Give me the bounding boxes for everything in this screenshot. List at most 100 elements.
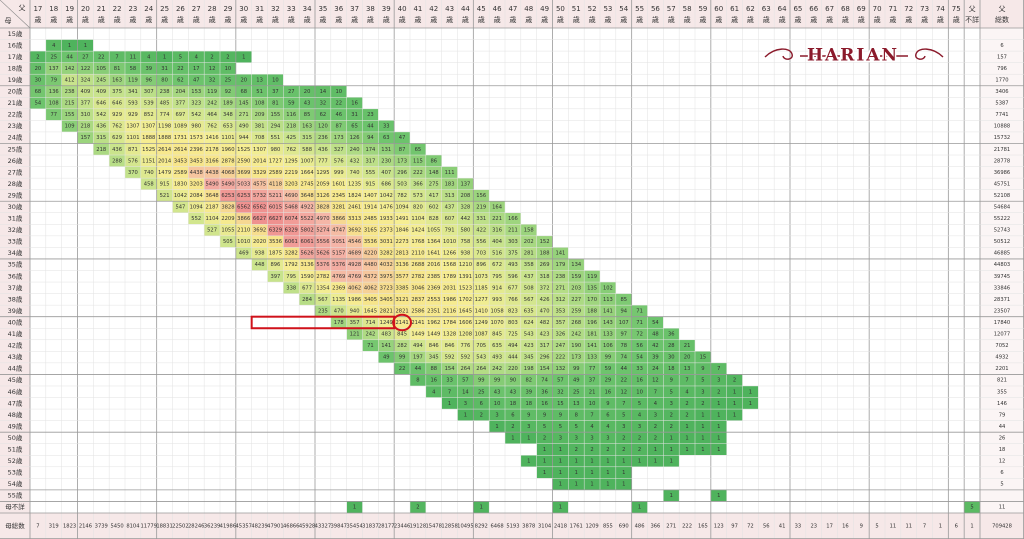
cell	[235, 108, 252, 121]
cell	[394, 212, 410, 225]
cell	[378, 247, 395, 259]
labels: 父母17歳18歳19歳20歳21歳22歳23歳24歳25歳26歳27歳28歳29…	[5, 4, 1012, 530]
cell-value: 516	[492, 251, 502, 257]
cell-value: 14	[320, 89, 327, 95]
cell-value: 47901	[267, 524, 284, 530]
cell	[330, 143, 347, 156]
cell-value: 259	[571, 308, 581, 314]
cell	[457, 178, 474, 190]
cell	[267, 97, 284, 109]
cell-value: 3136	[395, 262, 408, 268]
cell-value: 20	[304, 89, 311, 95]
cell-value: 43	[304, 101, 311, 107]
age-suffix: 歳	[525, 15, 532, 24]
cell-value: 776	[460, 343, 470, 349]
cell	[489, 374, 505, 386]
cell-value: 7	[654, 389, 657, 395]
cell	[204, 74, 220, 86]
cell-value: 109	[65, 124, 75, 130]
cell-value: 629	[112, 135, 122, 141]
cell-value: 508	[524, 285, 534, 291]
cell-value: 310	[80, 112, 90, 118]
father-age: 44	[461, 5, 470, 13]
cell-value: 25	[50, 54, 57, 60]
cell-value: 3648	[205, 193, 218, 199]
cell-value: 2782	[316, 274, 329, 280]
cell-value: 328	[460, 204, 470, 210]
cell-value: 3	[527, 424, 530, 430]
cell-value: 1307	[126, 124, 139, 130]
cell-value: 111	[445, 170, 455, 176]
cell-value: 409	[96, 89, 106, 95]
cell-value: 25	[573, 389, 580, 395]
cell	[330, 316, 347, 329]
cell-value: 57	[462, 378, 469, 384]
cell-value: 1	[622, 470, 625, 476]
row-label: 29歳	[8, 190, 23, 199]
cell	[204, 131, 220, 144]
cell	[457, 339, 474, 352]
cell	[378, 235, 395, 248]
cell-value: 3692	[253, 228, 266, 234]
cell	[77, 39, 94, 52]
cell	[663, 385, 680, 398]
cell	[536, 282, 553, 294]
cell	[140, 178, 157, 190]
cell-value: 1135	[332, 297, 345, 303]
cell-value: 703	[476, 251, 486, 257]
cell	[362, 120, 379, 132]
cell-value: 4	[638, 412, 642, 418]
cell	[346, 212, 363, 225]
cell-value: 366	[650, 524, 660, 530]
cell-value: 1	[559, 470, 562, 476]
cell-value: 163	[302, 124, 312, 130]
cell-value: 6015	[269, 204, 282, 210]
cell-value: 242	[365, 332, 375, 338]
cell	[726, 409, 743, 421]
cell	[346, 282, 363, 294]
cell	[726, 385, 743, 398]
cell	[568, 409, 585, 421]
cell-value: 32	[209, 77, 216, 83]
age-suffix: 歳	[399, 15, 406, 24]
cell-value: 5	[543, 424, 546, 430]
cell-value: 63	[383, 135, 390, 141]
cell-value: 45357	[235, 524, 252, 530]
cell	[330, 224, 347, 236]
cell	[315, 305, 331, 317]
age-suffix: 歳	[351, 15, 358, 24]
cell-value: 108	[49, 101, 59, 107]
age-suffix: 歳	[335, 15, 342, 24]
cell-value: 2	[701, 401, 704, 407]
cell-value: 2345	[332, 193, 345, 199]
cell	[330, 282, 347, 294]
cell-value: 6627	[269, 216, 282, 222]
cell	[156, 108, 173, 121]
father-age: 52	[588, 5, 597, 13]
cell-value: 1479	[158, 170, 171, 176]
cell	[267, 85, 284, 98]
cell	[489, 270, 505, 283]
cell	[45, 62, 62, 75]
cell-value: 65	[351, 124, 358, 130]
cell	[378, 282, 395, 294]
cell	[457, 212, 474, 225]
age-suffix: 歳	[161, 15, 168, 24]
cell-value: 412	[65, 77, 75, 83]
cell	[77, 131, 94, 144]
cell-value: 3648	[300, 193, 313, 199]
cell	[441, 258, 458, 271]
cell	[220, 189, 236, 202]
cell	[568, 432, 585, 444]
cell	[204, 108, 220, 121]
cell	[473, 316, 490, 329]
cell-value: 9	[860, 524, 863, 530]
cell	[220, 51, 236, 63]
row-label: 53歳	[8, 468, 23, 477]
cell	[45, 108, 62, 121]
age-suffix: 歳	[414, 15, 421, 24]
cell	[172, 120, 189, 132]
cell-value: 552	[191, 216, 201, 222]
cell-value: 846	[445, 343, 455, 349]
cell	[425, 305, 442, 317]
